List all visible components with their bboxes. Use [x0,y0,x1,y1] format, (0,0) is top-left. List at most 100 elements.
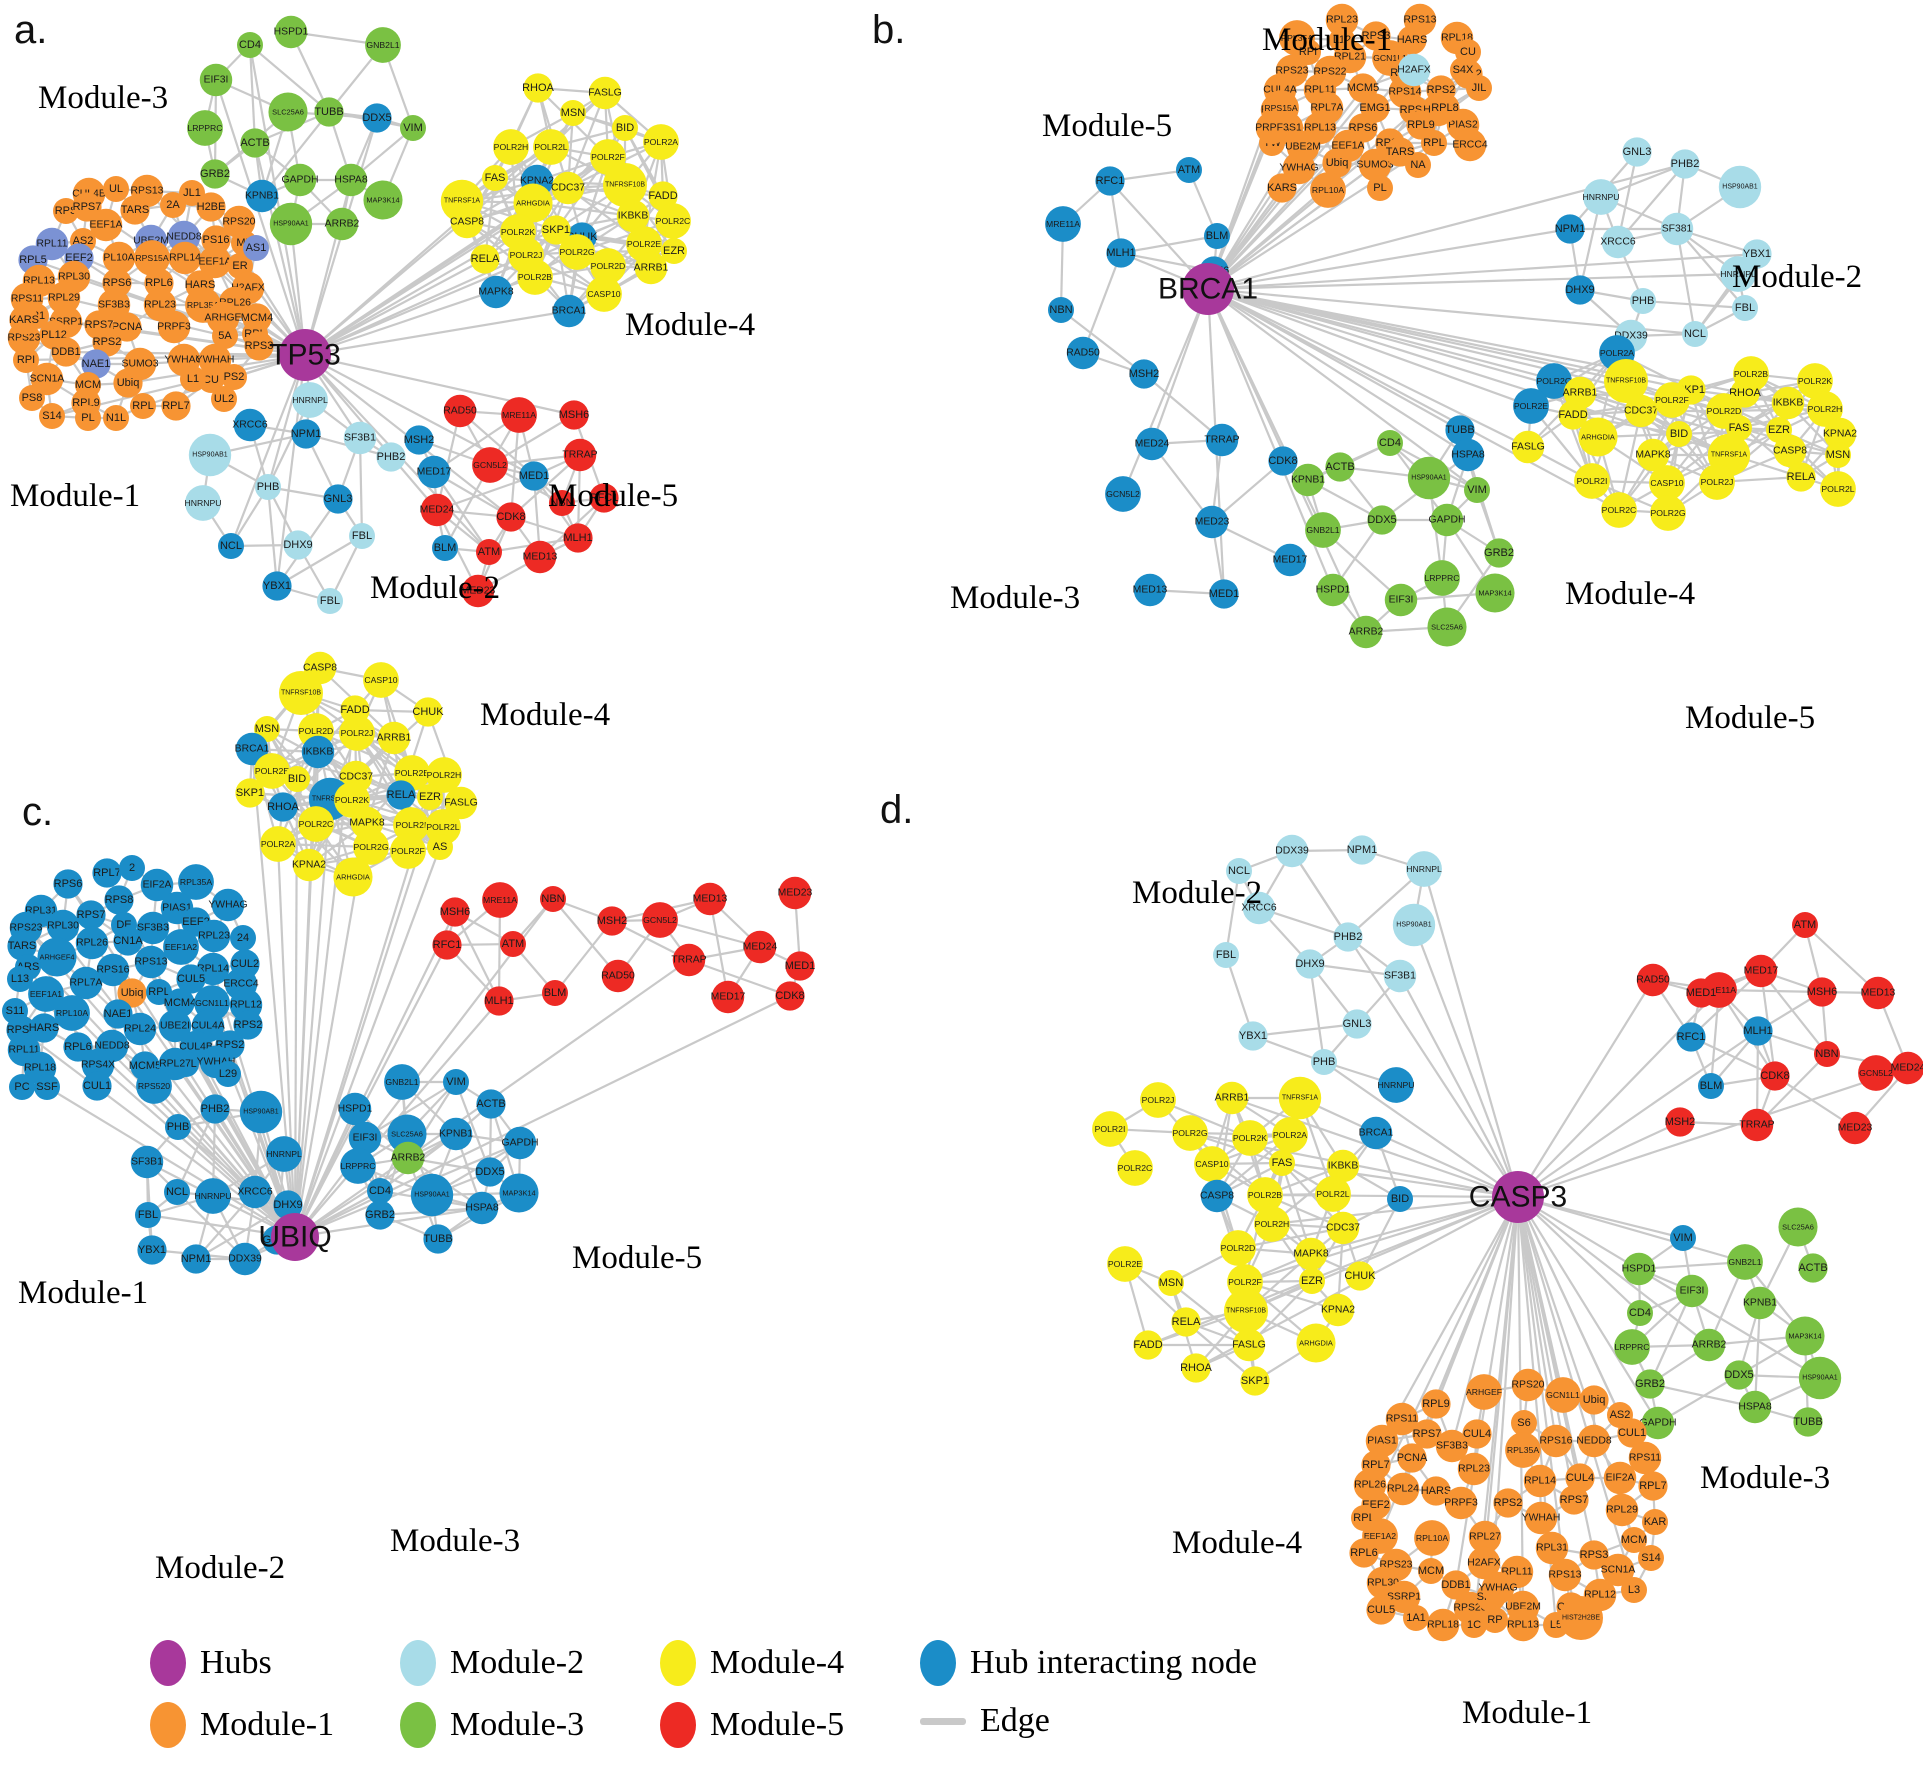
node-polr2e[interactable]: POLR2E [1107,1246,1143,1282]
node-1a1[interactable]: 1A1 [1403,1605,1429,1631]
node-polr2k[interactable]: POLR2K [1232,1120,1268,1156]
node-cdk8[interactable]: CDK8 [1760,1061,1790,1091]
node-circle [1583,179,1619,215]
node-circle [1785,1316,1825,1356]
hub-edge [1207,272,1739,291]
node-slc25a6[interactable]: SLC25A6 [1778,1207,1818,1247]
node-rpl35a[interactable]: RPL35A [1505,1432,1541,1468]
node-nbn[interactable]: NBN [1814,1041,1840,1067]
node-rps7[interactable]: RPS7 [1559,1485,1589,1515]
node-circle [1238,1021,1268,1051]
node-rpl29[interactable]: RPL29 [1605,1493,1639,1527]
node-tubb[interactable]: TUBB [1793,1407,1823,1437]
node-med24[interactable]: MED24 [1891,1051,1923,1085]
node-msh2[interactable]: MSH2 [1665,1107,1696,1137]
node-kpnb1[interactable]: KPNB1 [1743,1286,1777,1320]
node-skp1[interactable]: SKP1 [1240,1366,1270,1396]
node-l3[interactable]: L3 [1621,1577,1647,1603]
node-map3k14[interactable]: MAP3K14 [1785,1316,1825,1356]
node-rpl23[interactable]: RPL23 [1457,1452,1491,1486]
node-rpl13[interactable]: RPL13 [1506,1608,1540,1642]
node-tnfrsf1a[interactable]: TNFRSF1A [1278,1076,1322,1120]
node-npm1[interactable]: NPM1 [1347,835,1378,865]
node-circle [1387,1186,1413,1212]
node-arrb1[interactable]: ARRB1 [1215,1081,1250,1115]
node-rpl14[interactable]: RPL14 [1523,1464,1557,1498]
node-circle [161,391,191,421]
node-eif3i[interactable]: EIF3I [1675,1274,1709,1308]
node-hsp90aa1[interactable]: HSP90AA1 [1798,1356,1842,1400]
node-rpl10a[interactable]: RPL10A [1414,1520,1450,1556]
node-casp10[interactable]: CASP10 [1194,1146,1230,1182]
node-ddx39[interactable]: DDX39 [1275,834,1309,868]
node-hnrnpl[interactable]: HNRNPL [1406,851,1442,887]
node-sf3b1[interactable]: SF3B1 [1383,959,1417,993]
node-phb2[interactable]: PHB2 [1333,922,1363,952]
node-polr2c[interactable]: POLR2C [1117,1150,1153,1186]
node-hist2h2be[interactable]: HIST2H2BE [1559,1596,1603,1640]
node-actb[interactable]: ACTB [1798,1253,1828,1283]
node-polr2d[interactable]: POLR2D [1220,1230,1256,1266]
node-tnfrsf10b[interactable]: TNFRSF10B [1224,1289,1268,1333]
node-fbl[interactable]: FBL [1213,942,1239,968]
node-rfc1[interactable]: RFC1 [1676,1022,1706,1052]
node-ubiq[interactable]: Ubiq [1579,1385,1609,1415]
node-arrb2[interactable]: ARRB2 [1692,1328,1727,1362]
node-rps13[interactable]: RPS13 [1549,1558,1582,1592]
node-polr2j[interactable]: POLR2J [1140,1082,1176,1118]
node-ybx1[interactable]: YBX1 [1238,1021,1268,1051]
node-gnl3[interactable]: GNL3 [1342,1009,1372,1039]
node-rps2[interactable]: RPS2 [1493,1488,1523,1518]
node-circle [1133,573,1167,607]
node-ezr[interactable]: EZR [1299,1268,1325,1294]
node-phb[interactable]: PHB [1311,1049,1337,1075]
node-vim[interactable]: VIM [1670,1225,1696,1251]
node-hnrnpu[interactable]: HNRNPU [1377,1067,1415,1103]
node-eif2a[interactable]: EIF2A [1603,1461,1637,1495]
node-polr2l[interactable]: POLR2L [1315,1176,1351,1212]
node-rpl6[interactable]: RPL6 [1349,1538,1379,1568]
node-rpl18[interactable]: RPL18 [1426,1608,1460,1642]
node-lrpprc[interactable]: LRPPRC [1614,1329,1650,1365]
node-kar[interactable]: KAR [1642,1509,1668,1535]
node-circle [268,92,308,132]
node-msh6[interactable]: MSH6 [1807,977,1838,1007]
node-hsp90ab1[interactable]: HSP90AB1 [1392,903,1436,947]
node-gcn5l2[interactable]: GCN5L2 [1858,1055,1894,1091]
node-ddx5[interactable]: DDX5 [1724,1360,1754,1390]
node-fas[interactable]: FAS [1269,1150,1295,1176]
node-dhx9[interactable]: DHX9 [1295,949,1325,979]
node-fadd[interactable]: FADD [1133,1330,1163,1360]
node-med23[interactable]: MED23 [1838,1111,1873,1145]
node-circle [612,115,638,141]
node-circle [1295,949,1325,979]
node-rad50[interactable]: RAD50 [1636,963,1670,997]
node-arhgef[interactable]: ARHGEF [1466,1374,1502,1410]
node-ywhah[interactable]: YWHAH [1522,1501,1561,1535]
node-rpl7[interactable]: RPL7 [1638,1471,1668,1501]
node-circle [533,129,569,165]
node-polr2i[interactable]: POLR2I [1092,1111,1128,1147]
node-rpl9[interactable]: RPL9 [1421,1389,1451,1419]
node-atm[interactable]: ATM [1792,912,1818,938]
node-msn[interactable]: MSN [1158,1270,1184,1296]
node-circle [1366,1595,1396,1625]
node-gcn1l1[interactable]: GCN1L1 [1545,1377,1581,1413]
node-mlh1[interactable]: MLH1 [1743,1016,1773,1046]
node-cul5[interactable]: CUL5 [1366,1595,1396,1625]
node-rpl24[interactable]: RPL24 [1386,1472,1420,1506]
node-rhoa[interactable]: RHOA [1180,1353,1213,1383]
node-s6[interactable]: S6 [1511,1410,1537,1436]
node-s14[interactable]: S14 [1638,1545,1664,1571]
node-blm[interactable]: BLM [1698,1073,1724,1099]
node-polr2a[interactable]: POLR2A [1272,1117,1308,1153]
node-polr2g[interactable]: POLR2G [1172,1115,1208,1151]
node-arhgdia[interactable]: ARHGDIA [1296,1323,1336,1363]
color-swatch-hubs [150,1640,186,1686]
node-bid[interactable]: BID [1387,1186,1413,1212]
node-mcm[interactable]: MCM [1418,1558,1444,1584]
node-gnb2l1[interactable]: GNB2L1 [1727,1244,1763,1280]
node-cd4[interactable]: CD4 [1627,1300,1653,1326]
node-hspa8[interactable]: HSPA8 [1738,1390,1772,1424]
node-polr2h[interactable]: POLR2H [1254,1206,1290,1242]
